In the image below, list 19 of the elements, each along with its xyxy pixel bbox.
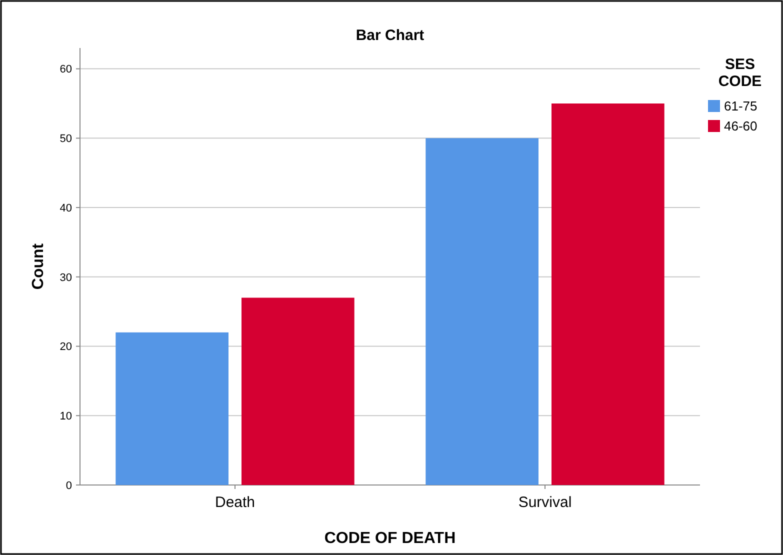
chart-title: Bar Chart [356, 27, 424, 44]
bar [552, 103, 664, 485]
y-tick-label: 60 [60, 64, 72, 76]
bar [116, 332, 228, 485]
bar [242, 298, 354, 485]
bar [426, 138, 538, 485]
legend-label: 61-75 [724, 98, 758, 114]
legend-label: 46-60 [724, 118, 758, 134]
x-tick-label: Death [214, 494, 256, 511]
y-axis-title: Count [30, 242, 47, 290]
y-tick-label: 20 [60, 341, 72, 354]
y-tick-label: 40 [60, 202, 72, 214]
x-tick-label: Survival [518, 494, 572, 511]
x-axis-title: CODE OF DEATH [324, 530, 456, 547]
y-tick-label: 0 [66, 480, 72, 492]
y-tick-label: 30 [60, 272, 72, 284]
legend-title: SES CODE [718, 56, 762, 90]
y-tick-label: 50 [60, 133, 72, 146]
y-tick-label: 10 [60, 410, 72, 422]
